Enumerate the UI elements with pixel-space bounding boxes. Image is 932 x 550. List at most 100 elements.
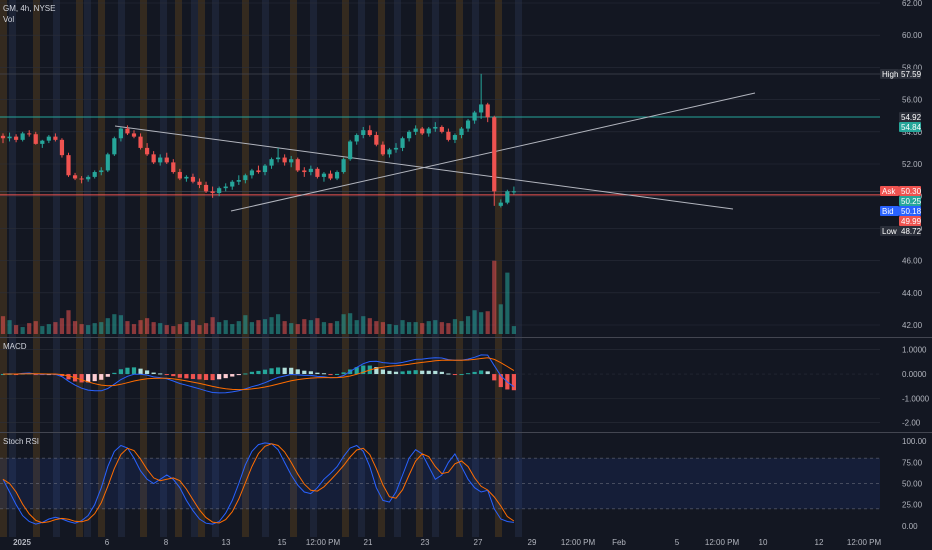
candle <box>472 112 477 121</box>
price-tick-label: 62.00 <box>902 0 923 8</box>
price-pill: High 57.59 <box>880 69 922 79</box>
candle <box>40 140 45 144</box>
volume-bar <box>400 320 405 334</box>
volume-bar <box>112 314 117 334</box>
volume-bar <box>282 321 287 334</box>
pill-value: 57.59 <box>901 70 922 79</box>
volume-bar <box>171 326 176 334</box>
session-band <box>242 0 249 537</box>
volume-bar <box>334 321 340 334</box>
session-band <box>262 0 269 537</box>
candle <box>33 134 38 144</box>
volume-bar <box>46 324 51 334</box>
candle <box>145 147 150 155</box>
time-tick-label: 8 <box>164 538 169 547</box>
macd-histogram-bar <box>145 370 150 375</box>
session-band <box>33 0 40 537</box>
candle <box>380 144 385 155</box>
candle <box>452 135 458 140</box>
time-tick-label: Feb <box>612 538 626 547</box>
time-tick-label: 21 <box>364 538 373 547</box>
volume-bar <box>295 324 300 334</box>
macd-legend[interactable]: MACD <box>3 342 27 351</box>
time-tick-label: 12:00 PM <box>306 538 341 547</box>
pill-value: 50.18 <box>901 207 922 216</box>
volume-legend[interactable]: Vol <box>3 15 14 24</box>
stoch-tick-label: 100.00 <box>902 437 927 446</box>
macd-histogram-bar <box>223 374 228 379</box>
candle <box>72 175 78 179</box>
candle <box>151 154 156 163</box>
volume-bar <box>315 318 320 334</box>
session-band <box>515 0 522 537</box>
candle <box>138 136 143 148</box>
macd-histogram-bar <box>256 370 261 375</box>
candle <box>426 128 431 134</box>
volume-bar <box>125 321 130 334</box>
candle <box>433 126 438 129</box>
candle <box>53 136 58 140</box>
candle <box>328 173 333 179</box>
candle <box>354 135 359 142</box>
session-band <box>9 0 16 537</box>
volume-bar <box>177 324 182 334</box>
volume-bar <box>380 322 385 334</box>
volume-bar <box>197 325 202 334</box>
macd-tick-label: -2.00 <box>902 419 921 428</box>
macd-histogram-bar <box>105 374 110 377</box>
candle <box>86 176 91 180</box>
price-tick-label: 54.00 <box>902 128 923 137</box>
macd-signal-line <box>2 357 515 391</box>
session-band <box>358 0 365 537</box>
macd-histogram-bar <box>184 374 189 379</box>
session-band <box>198 0 205 537</box>
time-tick-label: 12:00 PM <box>705 538 740 547</box>
volume-bar <box>387 324 392 334</box>
volume-bar <box>426 321 431 334</box>
volume-bar <box>328 323 333 334</box>
candle <box>282 157 287 163</box>
macd-histogram-bar <box>380 369 385 375</box>
time-tick-label: 29 <box>528 538 537 547</box>
volume-bar <box>230 324 235 334</box>
volume-bar <box>79 324 84 334</box>
candle <box>184 176 189 179</box>
time-axis[interactable]: 2025 6 8 13 15 12:00 PM 21 23 27 29 12:00 PM Feb 5 12… <box>13 538 881 547</box>
volume-bar <box>217 322 222 334</box>
volume-pane <box>0 260 516 334</box>
pill-label: High <box>882 70 898 79</box>
candle <box>289 159 294 163</box>
volume-bar <box>433 320 438 334</box>
macd-histogram-bar <box>158 373 163 375</box>
symbol-title[interactable]: GM, 4h, NYSE <box>3 4 55 13</box>
macd-histogram-bar <box>33 374 38 376</box>
price-pill: 54.84 <box>899 122 922 132</box>
stoch-d-line <box>2 443 515 524</box>
macd-histogram-bar <box>387 370 392 375</box>
volume-bar <box>485 311 490 334</box>
volume-bar <box>7 320 12 334</box>
candle <box>249 170 254 176</box>
price-tick-label: 44.00 <box>902 289 923 298</box>
session-band <box>175 0 182 537</box>
candle <box>230 181 235 187</box>
session-band <box>342 0 349 537</box>
macd-histogram-bar <box>426 370 431 375</box>
candle <box>374 135 379 145</box>
candle <box>158 157 163 163</box>
macd-histogram-bar <box>289 367 294 375</box>
candle <box>7 136 12 139</box>
candle <box>485 104 490 118</box>
candle <box>276 157 281 160</box>
candle <box>465 120 471 129</box>
candle <box>334 172 340 179</box>
macd-histogram-bar <box>79 374 84 383</box>
price-tick-label: 58.00 <box>902 63 923 72</box>
session-band <box>191 0 198 537</box>
volume-bar <box>203 323 209 334</box>
candle <box>112 138 117 155</box>
candle <box>131 133 137 137</box>
stoch-rsi-legend[interactable]: Stoch RSI <box>3 437 39 446</box>
stoch-k-line <box>2 442 514 525</box>
